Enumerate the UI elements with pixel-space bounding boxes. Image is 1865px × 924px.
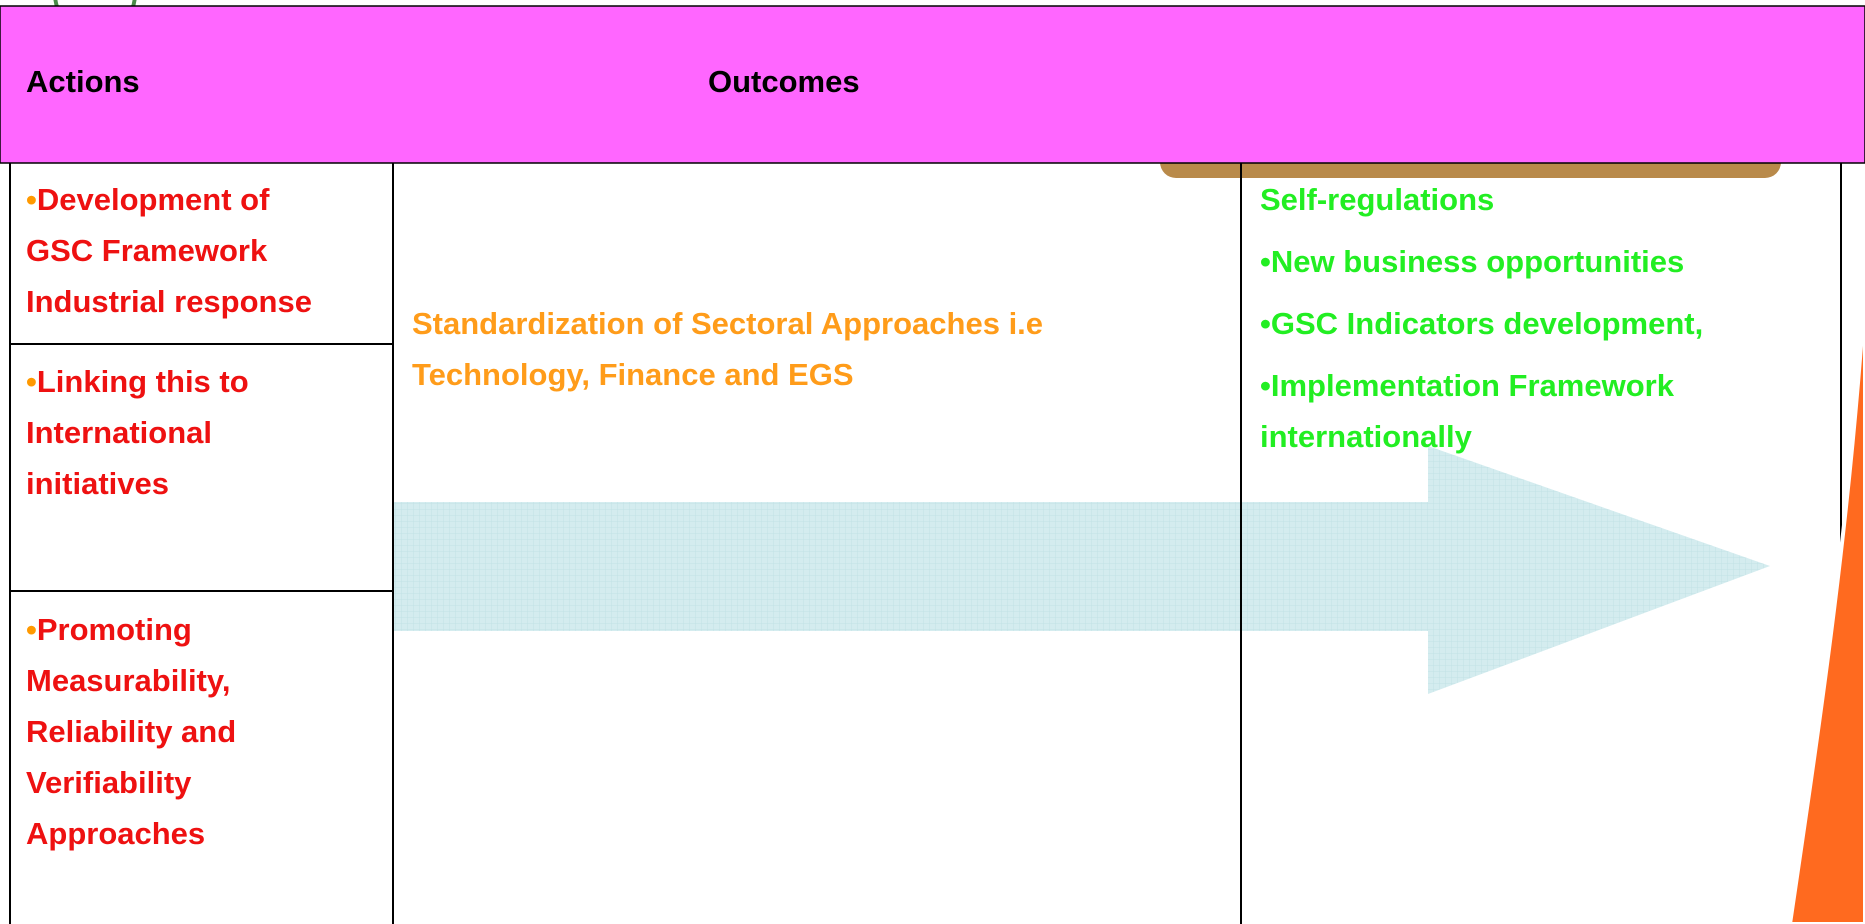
orange-swoosh bbox=[1787, 289, 1865, 924]
result-line: GSC Indicators development, bbox=[1260, 298, 1703, 349]
result-line: internationally bbox=[1260, 419, 1472, 454]
action-line: Development of bbox=[26, 174, 270, 225]
action-line: International bbox=[26, 415, 213, 450]
outcome-line: Standardization of Sectoral Approaches i… bbox=[412, 306, 1044, 341]
action-line: Measurability, bbox=[26, 663, 231, 698]
action-line: Promoting bbox=[26, 604, 192, 655]
header-outcomes: Outcomes bbox=[708, 64, 860, 99]
outcome-line: Technology, Finance and EGS bbox=[412, 357, 854, 392]
action-line: Industrial response bbox=[26, 284, 312, 319]
result-continued: Self-regulations bbox=[1260, 182, 1495, 217]
result-line: Implementation Framework bbox=[1260, 360, 1674, 411]
action-line: initiatives bbox=[26, 466, 169, 501]
action-line: GSC Framework bbox=[26, 233, 268, 268]
arrow bbox=[393, 446, 1770, 694]
header-band bbox=[0, 5, 1865, 164]
header-actions: Actions bbox=[26, 64, 140, 99]
action-line: Reliability and bbox=[26, 714, 237, 749]
action-line: Verifiability bbox=[26, 765, 192, 800]
action-line: Linking this to bbox=[26, 356, 249, 407]
action-line: Approaches bbox=[26, 816, 206, 851]
result-line: New business opportunities bbox=[1260, 236, 1684, 287]
